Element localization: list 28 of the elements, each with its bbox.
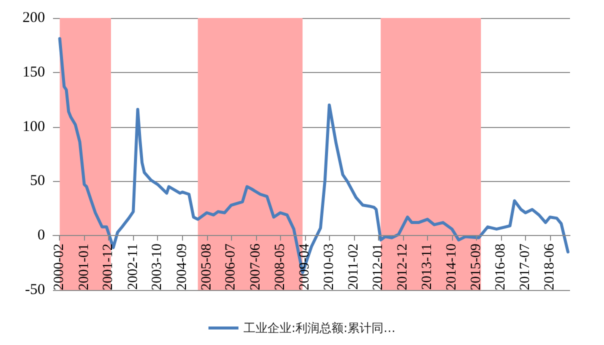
y-tick-label: 150 (22, 64, 45, 80)
x-tick-label: 2017-07 (518, 244, 533, 290)
x-tick-label: 2015-09 (468, 244, 484, 290)
x-tick-label: 2006-07 (224, 244, 239, 290)
x-tick-label: 2010-03 (322, 244, 337, 290)
x-tick-label: 2007-06 (248, 244, 264, 290)
legend-label: 工业企业:利润总额:累计同… (243, 321, 396, 335)
x-tick-label: 2003-10 (150, 244, 166, 290)
x-tick-label: 2014-10 (444, 244, 460, 290)
x-tick-label: 2009-04 (297, 244, 312, 290)
y-tick-label: 100 (22, 118, 45, 135)
x-tick-label: 2008-05 (272, 244, 288, 290)
x-tick-label: 2004-09 (174, 244, 190, 290)
y-tick-label: 0 (38, 228, 45, 244)
x-tick-label: 2016-08 (494, 244, 509, 290)
x-tick-label: 2001-12 (101, 244, 116, 290)
x-tick-label: 2011-02 (346, 244, 362, 290)
x-tick-label: 2005-08 (199, 244, 214, 290)
x-tick-label: 2002-11 (126, 244, 141, 290)
x-tick-label: 2012-01 (370, 244, 386, 290)
x-tick-label: 2013-11 (420, 244, 435, 290)
x-tick-label: 2012-12 (395, 244, 410, 290)
x-tick-label: 2018-06 (542, 244, 558, 290)
y-tick-label: 200 (22, 10, 45, 26)
y-tick-label: -50 (25, 282, 45, 298)
y-tick-label: 50 (30, 173, 45, 190)
x-tick-label: 2000-02 (52, 244, 68, 290)
x-tick-label: 2001-01 (76, 244, 92, 290)
